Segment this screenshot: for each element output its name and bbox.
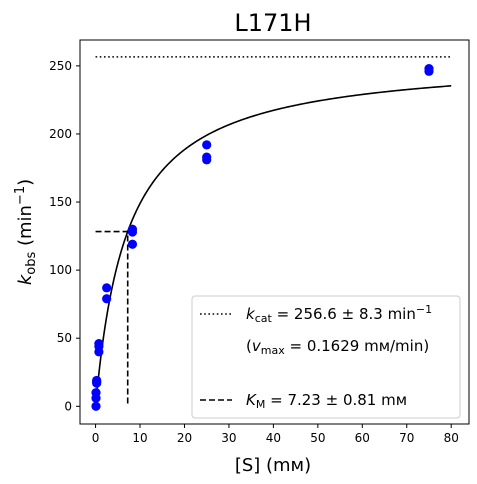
x-axis-label: [S] (mм)	[235, 455, 311, 476]
fit-curve	[94, 85, 452, 407]
data-point	[92, 375, 102, 386]
data-point	[94, 339, 104, 349]
legend-value: = 0.1629 mм/min)	[285, 337, 429, 355]
x-tick-label: 30	[221, 431, 236, 445]
ylabel-k: k	[15, 273, 36, 285]
chart-title: L171H	[234, 9, 311, 37]
y-tick-label: 150	[49, 195, 72, 209]
x-tick-label: 0	[92, 431, 100, 445]
legend: kcat = 256.6 ± 8.3 min−1 (vmax = 0.1629 m…	[191, 295, 461, 419]
legend-prefix: (	[246, 337, 252, 355]
x-tick-label: 40	[266, 431, 281, 445]
legend-subscript: max	[261, 344, 285, 357]
fit-lines	[94, 56, 452, 407]
legend-superscript: −1	[416, 303, 432, 316]
y-axis-ticks: 0 50 100 150 200 250	[49, 59, 80, 413]
data-point	[91, 401, 101, 411]
legend-box	[191, 295, 461, 419]
ylabel-subscript: obs	[24, 252, 39, 275]
legend-subscript: cat	[255, 312, 273, 325]
data-point	[102, 294, 112, 304]
y-tick-label: 250	[49, 59, 72, 73]
data-point	[102, 283, 112, 293]
ylabel-unit: (min	[15, 205, 36, 252]
legend-symbol: v	[252, 337, 262, 355]
x-tick-label: 70	[399, 431, 414, 445]
x-tick-label: 60	[355, 431, 370, 445]
legend-symbol: K	[246, 391, 257, 409]
x-tick-label: 20	[177, 431, 192, 445]
x-axis-ticks: 0 10 20 30 40 50 60 70 80	[92, 424, 459, 445]
x-tick-label: 50	[310, 431, 325, 445]
legend-subscript: M	[256, 398, 266, 411]
x-tick-label: 10	[132, 431, 147, 445]
y-tick-label: 100	[49, 263, 72, 277]
data-points	[91, 63, 434, 411]
data-point	[424, 63, 434, 74]
y-tick-label: 0	[64, 399, 72, 413]
ylabel-superscript: −1	[13, 186, 28, 205]
data-point	[202, 152, 212, 162]
x-tick-label: 80	[444, 431, 459, 445]
y-tick-label: 200	[49, 127, 72, 141]
data-point	[127, 224, 138, 234]
plot-frame	[79, 39, 470, 425]
data-point	[202, 140, 212, 150]
y-axis-label: kobs (min−1)	[13, 179, 39, 285]
legend-value: = 7.23 ± 0.81 mм	[265, 391, 407, 409]
data-point	[91, 388, 101, 398]
data-point	[127, 239, 138, 249]
legend-entry: KM = 7.23 ± 0.81 mм	[246, 391, 407, 411]
legend-entry: kcat = 256.6 ± 8.3 min−1	[246, 303, 432, 325]
legend-symbol: k	[246, 305, 256, 323]
y-tick-label: 50	[57, 331, 72, 345]
ylabel-close: )	[15, 179, 36, 186]
legend-entry: (vmax = 0.1629 mм/min)	[246, 337, 429, 357]
legend-value: = 256.6 ± 8.3 min	[272, 305, 416, 323]
